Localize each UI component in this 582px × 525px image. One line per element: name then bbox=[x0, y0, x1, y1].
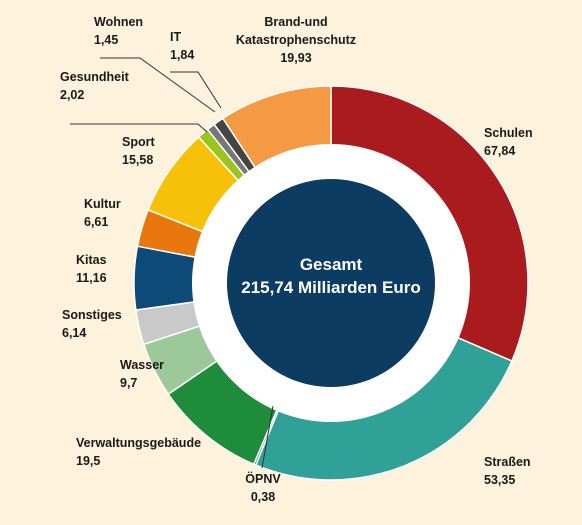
slice-label: Kultur 6,61 bbox=[84, 197, 121, 229]
leader-line bbox=[100, 57, 216, 113]
slice-label: ÖPNV 0,38 bbox=[245, 471, 281, 504]
slice-label: Sonstiges 6,14 bbox=[62, 308, 122, 340]
slice-label: Kitas 11,16 bbox=[76, 253, 107, 285]
leader-lines bbox=[70, 57, 274, 469]
slice-label: Wasser 9,7 bbox=[120, 358, 164, 390]
leader-line bbox=[261, 405, 274, 469]
center-circle bbox=[227, 179, 435, 387]
slice-label: Wohnen 1,45 bbox=[94, 15, 143, 47]
center-label-line1: Gesamt bbox=[300, 255, 363, 274]
slice-label: Sport 15,58 bbox=[122, 135, 155, 167]
center-label-line2: 215,74 Milliarden Euro bbox=[241, 278, 421, 297]
leader-line bbox=[70, 123, 208, 133]
slice-labels: Schulen 67,84 Straßen 53,35 ÖPNV 0,38 Verwaltu… bbox=[60, 15, 533, 504]
slice-label: Straßen 53,35 bbox=[484, 455, 531, 487]
slice-label: Schulen 67,84 bbox=[484, 126, 533, 158]
slice-label: Verwaltungsgebäude 19,5 bbox=[76, 436, 201, 468]
slice-label: IT 1,84 bbox=[170, 30, 194, 62]
leader-line bbox=[170, 71, 222, 109]
slice-label: Brand-und Katastrophenschutz 19,93 bbox=[236, 15, 356, 65]
slice-label: Gesundheit 2,02 bbox=[60, 70, 130, 102]
